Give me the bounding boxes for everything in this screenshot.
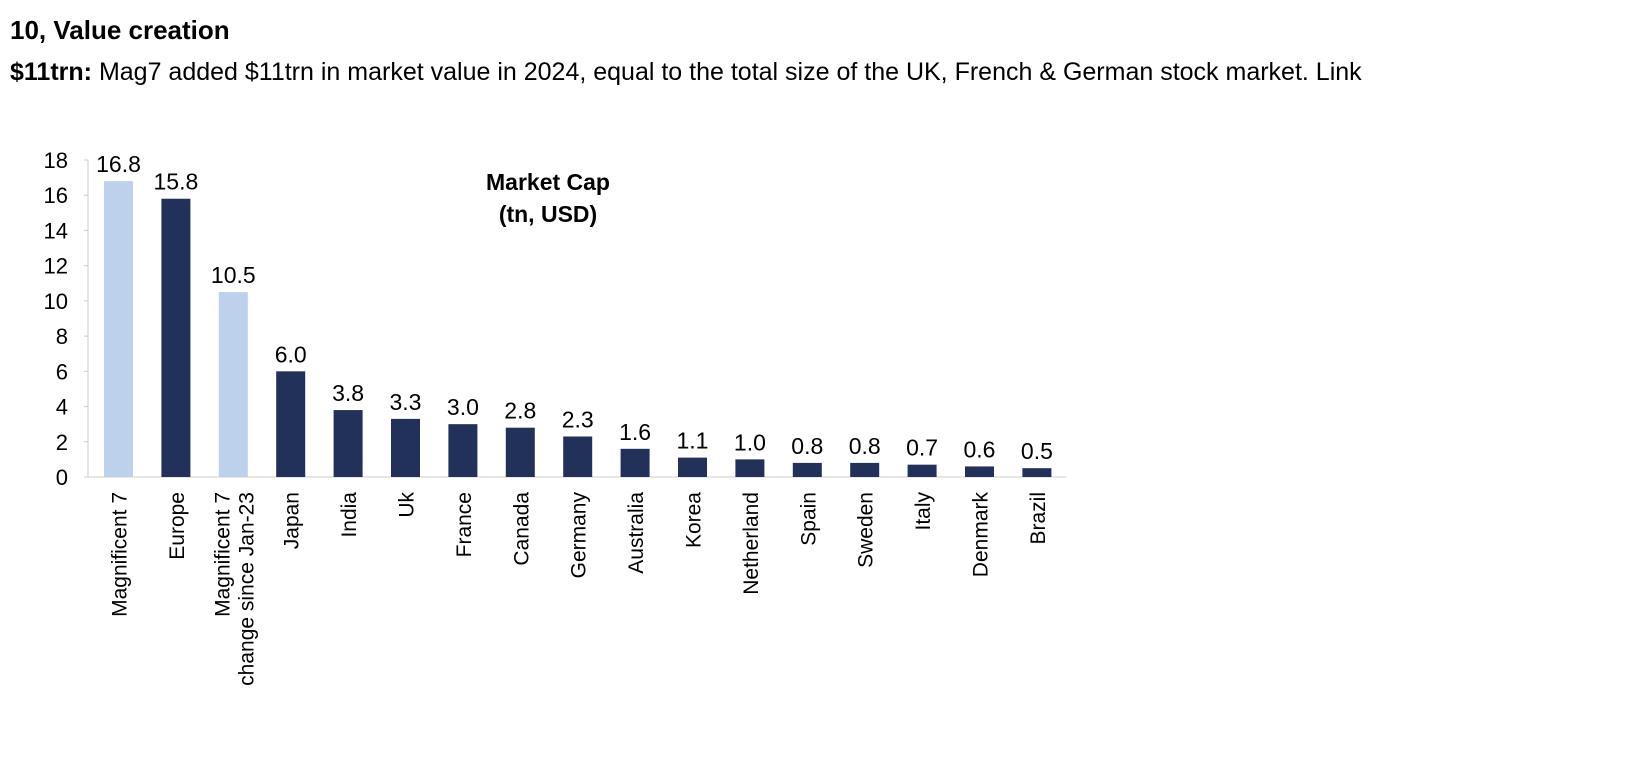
x-tick-label: Brazil xyxy=(1027,492,1050,545)
bar-value-label: 10.5 xyxy=(211,262,256,288)
bar xyxy=(276,371,306,477)
y-tick-label: 0 xyxy=(56,465,68,490)
section-heading: 10, Value creation xyxy=(10,15,230,45)
x-tick-label: Magnificent 7 xyxy=(211,492,234,617)
bar-value-label: 1.1 xyxy=(677,428,709,454)
x-tick-label: Australia xyxy=(625,492,648,574)
bar xyxy=(678,457,707,477)
bar xyxy=(218,292,248,477)
summary-lead: $11trn: xyxy=(10,58,92,86)
bar xyxy=(1022,468,1052,477)
market-cap-chart: 0 2 4 6 8 10 12 14 16 18 16.8 15.8 10.5 6.0 3.8 3.3 3.0… xyxy=(44,148,1066,686)
x-tick-label: Denmark xyxy=(970,492,993,578)
bar-group xyxy=(104,181,1052,477)
x-tick-label: Japan xyxy=(281,492,304,549)
y-axis: 0 2 4 6 8 10 12 14 16 18 xyxy=(44,148,1066,490)
y-tick-label: 12 xyxy=(44,254,68,279)
x-tick-label: Germany xyxy=(568,492,591,579)
bar-value-label: 0.7 xyxy=(906,435,938,461)
x-tick-label: Europe xyxy=(166,492,189,560)
bar-value-label: 1.6 xyxy=(619,419,651,445)
bar xyxy=(104,181,133,477)
bar-value-label: 6.0 xyxy=(275,341,307,367)
x-tick-label: Italy xyxy=(912,492,935,531)
source-link[interactable]: Link xyxy=(1315,58,1362,86)
bar-value-label: 0.8 xyxy=(791,433,823,459)
y-tick-label: 6 xyxy=(56,359,68,384)
bar-value-label: 1.0 xyxy=(734,429,766,455)
bar-value-label: 0.5 xyxy=(1021,438,1053,464)
y-tick-label: 4 xyxy=(56,395,68,420)
x-tick-label: Spain xyxy=(797,492,820,546)
bar xyxy=(620,448,650,477)
y-tick-label: 16 xyxy=(44,183,68,208)
bar xyxy=(391,418,420,477)
y-tick-label: 18 xyxy=(44,148,68,173)
bar xyxy=(563,436,593,477)
chart-title: Market Cap xyxy=(486,169,610,195)
x-axis-labels: Magnificent 7 Europe Magnificent 7 change s… xyxy=(109,492,1050,686)
x-tick-label: India xyxy=(338,492,361,538)
bar-value-label: 3.8 xyxy=(332,380,364,406)
bar-value-label: 3.3 xyxy=(390,389,422,415)
x-tick-label: Netherland xyxy=(740,492,763,595)
bar xyxy=(333,410,363,477)
bar xyxy=(965,466,994,477)
chart-subtitle: (tn, USD) xyxy=(499,201,597,227)
y-tick-label: 14 xyxy=(44,218,68,243)
bar-value-label: 15.8 xyxy=(154,169,199,195)
x-tick-label: Korea xyxy=(683,492,706,548)
summary-text: Mag7 added $11trn in market value in 202… xyxy=(98,58,1309,86)
y-tick-label: 2 xyxy=(56,430,68,455)
x-tick-label: Canada xyxy=(510,492,533,566)
x-tick-label: Magnificent 7 xyxy=(109,492,132,617)
y-tick-label: 8 xyxy=(56,324,68,349)
bar-value-labels: 16.8 15.8 10.5 6.0 3.8 3.3 3.0 2.8 2.3 1.6 1.1 1.0 0… xyxy=(96,151,1053,464)
bar-value-label: 0.6 xyxy=(964,436,996,462)
bar-value-label: 16.8 xyxy=(96,151,141,177)
bar-value-label: 3.0 xyxy=(447,394,479,420)
x-tick-label: Uk xyxy=(396,492,419,518)
bar xyxy=(161,198,191,477)
y-tick-label: 10 xyxy=(44,289,68,314)
bar-value-label: 2.3 xyxy=(562,406,594,432)
bar xyxy=(792,462,822,477)
bar xyxy=(907,464,937,477)
bar-value-label: 0.8 xyxy=(849,433,881,459)
x-tick-label: Sweden xyxy=(855,492,878,568)
bar xyxy=(448,424,478,477)
bar xyxy=(505,427,535,477)
bar-value-label: 2.8 xyxy=(504,398,536,424)
section-summary: $11trn: Mag7 added $11trn in market valu… xyxy=(10,56,1362,88)
x-tick-label: France xyxy=(453,492,476,557)
bar xyxy=(850,462,880,477)
x-tick-label: change since Jan-23 xyxy=(235,492,258,686)
bar xyxy=(735,459,765,477)
